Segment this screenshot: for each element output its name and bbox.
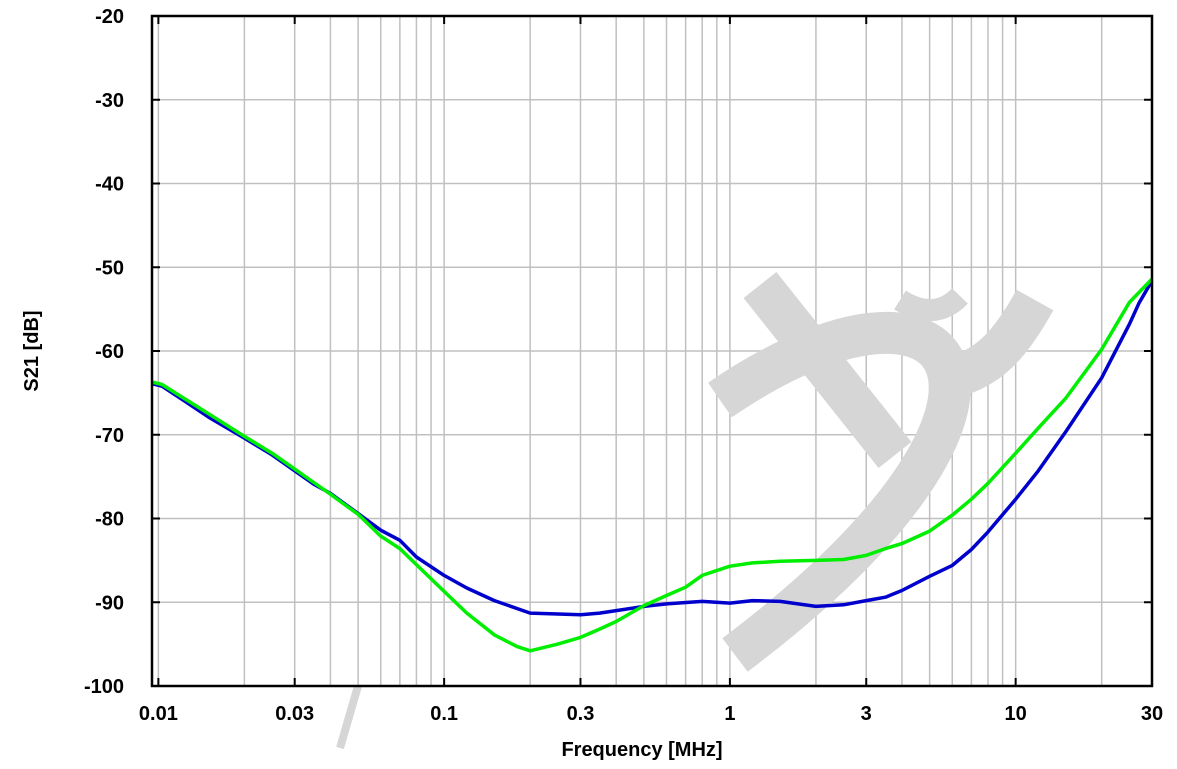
x-tick-label: 0.1 <box>430 703 458 725</box>
y-tick-label: -20 <box>95 6 124 28</box>
x-tick-label: 0.03 <box>275 703 314 725</box>
y-tick-label: -70 <box>95 425 124 447</box>
x-tick-label: 1 <box>724 703 735 725</box>
y-tick-label: -60 <box>95 341 124 363</box>
y-tick-label: -80 <box>95 509 124 531</box>
y-tick-label: -100 <box>84 676 124 698</box>
y-tick-label: -90 <box>95 592 124 614</box>
x-tick-label: 0.01 <box>139 703 178 725</box>
x-tick-label: 0.3 <box>567 703 595 725</box>
x-tick-label: 10 <box>1005 703 1027 725</box>
y-axis-title: S21 [dB] <box>21 310 43 391</box>
watermark-fragment <box>340 686 358 748</box>
y-tick-label: -50 <box>95 257 124 279</box>
x-axis-title: Frequency [MHz] <box>561 739 722 761</box>
y-tick-label: -40 <box>95 174 124 196</box>
y-tick-label: -30 <box>95 90 124 112</box>
x-tick-label: 30 <box>1141 703 1163 725</box>
x-tick-label: 3 <box>861 703 872 725</box>
